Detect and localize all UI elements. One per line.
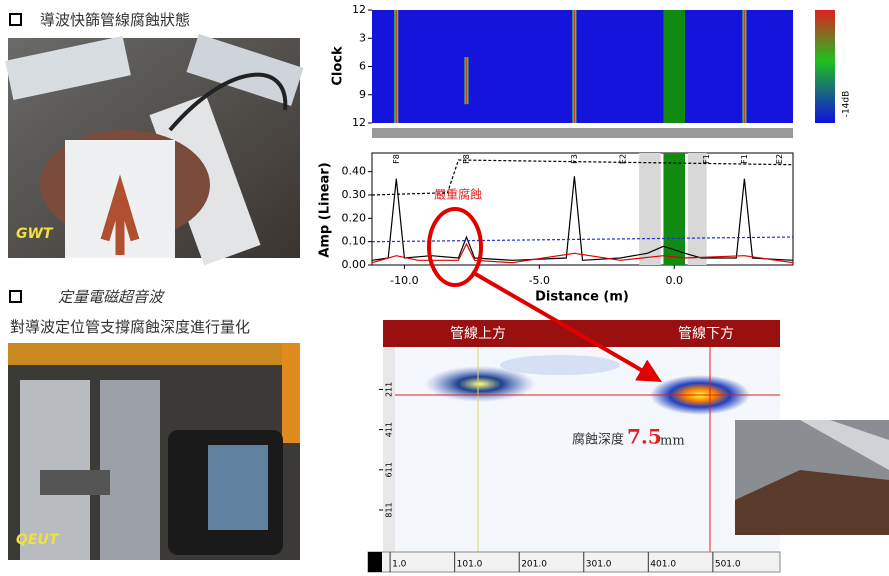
feature-label: F3 [570,154,579,164]
band [663,10,686,123]
series-line [371,242,794,264]
feature-label: F1 [702,154,711,164]
y-tick-label: 0.10 [342,235,367,248]
y-tick-label: 0.30 [342,188,367,201]
colorbar [815,10,835,123]
x-tick-label: -10.0 [390,274,418,287]
y-tick-label: 211 [385,382,394,397]
band [639,153,661,265]
band [663,153,686,265]
y-tick-label: 12 [352,3,366,16]
y-tick-label: 411 [385,422,394,437]
depth-unit: mm [660,434,685,449]
x-tick-label: 301.0 [586,560,612,570]
x-tick-label: 101.0 [457,560,483,570]
bullet [9,13,22,26]
y-tick-label: 0.00 [342,258,367,271]
photo-closeup [735,420,889,535]
x-tick-label: 401.0 [650,560,676,570]
heatmap-background [372,10,793,123]
series-line [371,236,794,243]
scale-bar [372,128,793,138]
y-tick-label: 12 [352,116,366,129]
indication-core [395,10,397,123]
bullet [9,290,22,303]
depth-value: 7.5 [627,425,662,449]
indication-core [465,57,468,105]
y-tick-label: 6 [359,60,366,73]
feature-label: F1 [740,154,749,164]
y-axis-label: Amp (Linear) [318,162,333,257]
section-title: 導波快篩管線腐蝕狀態 [40,11,190,29]
photo-qeut [8,343,300,560]
y-axis-strip [383,347,395,552]
photo-gwt [5,33,304,266]
section-subtitle: 對導波定位管支撐腐蝕深度進行量化 [10,318,250,336]
y-axis-label: Clock [331,46,346,86]
header-label: 管線下方 [678,326,734,342]
x-tick-label: -5.0 [529,274,550,287]
x-tick-label: 1.0 [392,560,407,570]
y-tick-label: 0.20 [342,211,367,224]
y-tick-label: 3 [359,31,366,44]
indication-core [743,10,746,123]
x-tick-label: 501.0 [715,560,741,570]
arrow [470,270,662,383]
y-tick-label: 9 [359,88,366,101]
x-axis-label: Distance (m) [535,290,629,305]
photo-label: GWT [16,226,54,242]
feature-label: F8 [392,154,401,164]
feature-label: E2 [775,154,784,164]
indication-core [573,10,576,123]
axis-corner [368,552,382,572]
section-title: 定量電磁超音波 [58,288,165,306]
depth-label: 腐蝕深度 [572,432,624,448]
echo [500,355,620,375]
echo [425,366,535,402]
plot-area [371,152,794,266]
series-line [371,176,794,261]
y-tick-label: 0.40 [342,165,367,178]
series-line [371,159,794,196]
photo-label: QEUT [16,532,60,548]
feature-label: E2 [618,154,627,164]
highlight-ellipse [427,207,483,287]
y-tick-label: 811 [385,502,394,517]
x-tick-label: 0.0 [666,274,684,287]
y-tick-label: 611 [385,462,394,477]
annotation: 嚴重腐蝕 [434,187,482,202]
header-label: 管線上方 [450,326,506,342]
colorbar-label: -14dB [842,91,852,118]
band [687,153,707,265]
x-tick-label: 201.0 [521,560,547,570]
feature-label: F8 [462,154,471,164]
